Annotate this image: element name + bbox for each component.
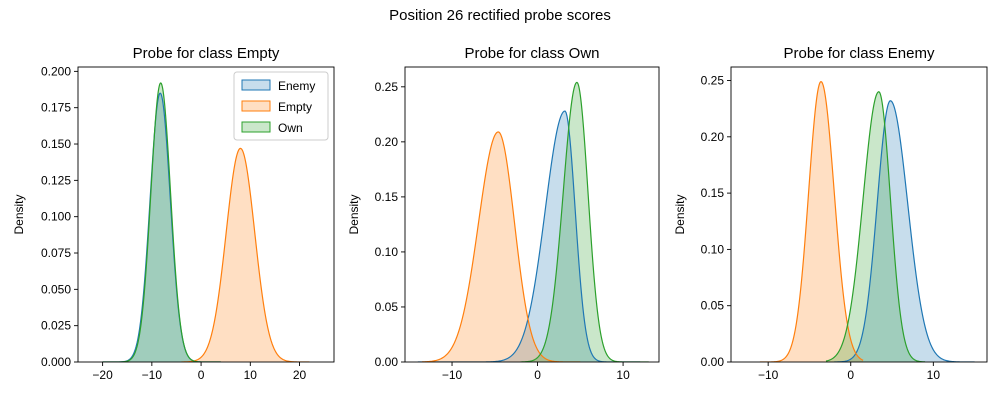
x-tick-label: 0	[847, 368, 854, 382]
line-empty	[181, 147, 310, 362]
legend-swatch-enemy	[241, 79, 271, 91]
y-tick-label: 0.150	[41, 137, 71, 151]
chart-panel-2: −10 0 10 0.00 0.05 0.10 0.15 0.20 0.25 Probe for …	[347, 45, 660, 382]
line-enemy	[834, 100, 975, 362]
x-tick-label: 10	[244, 368, 258, 382]
area-own	[102, 82, 221, 362]
x-tick-label: 10	[616, 368, 630, 382]
y-tick-label: 0.175	[41, 101, 71, 115]
y-tick-label: 0.25	[375, 80, 399, 94]
legend-frame	[233, 71, 329, 141]
panel-title: Probe for class Own	[464, 45, 599, 62]
area-enemy	[102, 93, 221, 362]
y-tick-label: 0.05	[701, 299, 725, 313]
y-axis-label: Density	[12, 194, 26, 234]
line-empty	[759, 81, 864, 362]
area-own	[520, 82, 649, 362]
y-tick-label: 0.15	[701, 186, 725, 200]
y-tick-label: 0.15	[375, 190, 399, 204]
panel-title: Probe for class Empty	[133, 45, 280, 62]
chart-panel-3: −10 0 10 0.00 0.05 0.10 0.15 0.20 0.25 Probe for …	[673, 45, 988, 382]
area-enemy	[834, 100, 975, 362]
legend: Enemy Empty Own	[233, 71, 329, 141]
figure-title: Position 26 rectified probe scores	[389, 7, 611, 24]
x-tick-label: 10	[927, 368, 941, 382]
legend-swatch-own	[241, 121, 271, 133]
y-tick-label: 0.000	[41, 355, 71, 369]
x-tick-label: −10	[142, 368, 163, 382]
y-tick-label: 0.20	[375, 135, 399, 149]
y-tick-label: 0.25	[701, 74, 725, 88]
y-tick-label: 0.025	[41, 319, 71, 333]
plot-area	[759, 81, 975, 362]
y-tick-label: 0.10	[701, 242, 725, 256]
y-tick-label: 0.20	[701, 130, 725, 144]
legend-swatch-empty	[241, 100, 271, 112]
legend-label-empty: Empty	[278, 100, 312, 114]
x-tick-label: −20	[92, 368, 113, 382]
line-empty	[422, 131, 581, 362]
y-tick-label: 0.00	[375, 355, 399, 369]
x-tick-label: −10	[442, 368, 463, 382]
chart-panels: −20 −10 0 10 200.0000.0250.0500.0750.1000.12…	[12, 45, 988, 382]
y-tick-label: 0.125	[41, 173, 71, 187]
panel-title: Probe for class Enemy	[784, 45, 935, 62]
y-tick-label: 0.00	[701, 355, 725, 369]
area-empty	[759, 81, 864, 362]
y-axis-label: Density	[347, 194, 361, 234]
x-tick-label: 0	[198, 368, 205, 382]
axes-frame	[730, 66, 988, 363]
chart-panel-1: −20 −10 0 10 20 0.000 0.025 0.050 0.075 0.100 0.12…	[12, 45, 335, 382]
axes-frame	[404, 66, 660, 363]
y-axis-label: Density	[673, 194, 687, 234]
line-own	[825, 91, 926, 362]
y-tick-label: 0.100	[41, 210, 71, 224]
y-tick-label: 0.075	[41, 246, 71, 260]
area-empty	[422, 131, 581, 362]
x-tick-label: 20	[293, 368, 307, 382]
legend-label-own: Own	[278, 121, 303, 135]
y-tick-label: 0.05	[375, 300, 399, 314]
y-tick-label: 0.200	[41, 64, 71, 78]
area-empty	[181, 148, 310, 362]
legend-label-enemy: Enemy	[278, 79, 315, 93]
axes-frame	[77, 66, 335, 363]
x-tick-label: 0	[534, 368, 541, 382]
plot-area	[417, 81, 649, 362]
x-tick-label: −10	[758, 368, 779, 382]
y-tick-label: 0.050	[41, 282, 71, 296]
y-tick-label: 0.10	[375, 245, 399, 259]
